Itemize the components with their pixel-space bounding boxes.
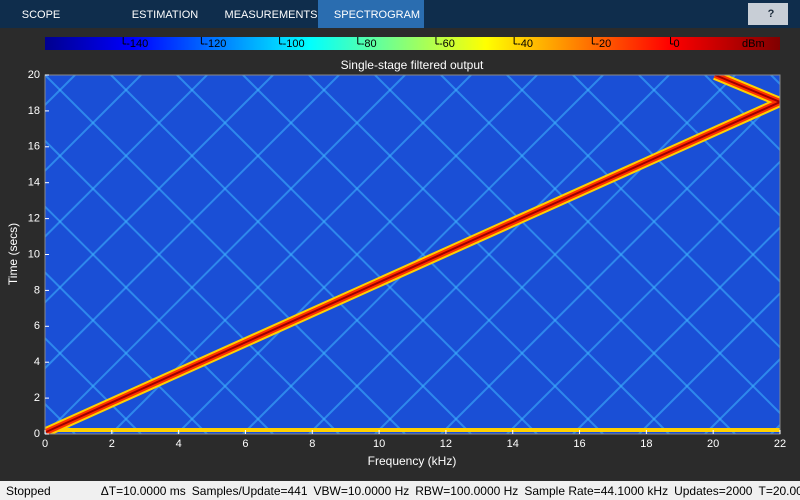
x-tick-label: 12 <box>440 438 452 450</box>
x-tick-label: 6 <box>242 438 248 450</box>
y-tick-label: 14 <box>28 177 40 189</box>
scope-window: SCOPE ESTIMATION MEASUREMENTS SPECTROGRAM ?… <box>0 0 800 468</box>
status-item: VBW=10.0000 Hz <box>313 483 410 498</box>
x-tick-label: 22 <box>774 438 786 450</box>
spectral-ridge <box>440 75 780 415</box>
help-button[interactable] <box>748 3 788 25</box>
status-item: Samples/Update=441 <box>191 483 308 498</box>
spectral-ridge <box>374 75 736 434</box>
colorbar-tick-label: -80 <box>361 38 377 50</box>
x-axis-label: Frequency (kHz) <box>368 454 457 468</box>
spectral-ridge <box>45 139 340 434</box>
spectral-ridge <box>45 75 142 173</box>
y-tick-label: 2 <box>34 392 40 404</box>
spectral-ridge <box>110 75 472 434</box>
status-item: T=20.0000 <box>758 483 800 498</box>
x-tick-label: 20 <box>707 438 719 450</box>
colorbar-unit: dBm <box>742 38 765 50</box>
colorbar-tick-label: -140 <box>126 38 148 50</box>
spectral-ridge <box>704 75 780 152</box>
y-axis-label: Time (secs) <box>6 223 20 285</box>
spectral-ridge <box>45 336 142 434</box>
status-item: Updates=2000 <box>674 483 753 498</box>
chirp <box>45 75 780 433</box>
y-tick-label: 0 <box>34 428 40 440</box>
spectral-ridge <box>308 75 670 434</box>
x-tick-label: 4 <box>176 438 182 450</box>
spectral-ridge <box>572 75 780 283</box>
spectral-ridge <box>176 75 538 434</box>
spectral-ridge <box>506 75 780 349</box>
tab-label: SCOPE <box>22 9 61 21</box>
status-item: RBW=100.0000 Hz <box>415 483 519 498</box>
x-tick-label: 0 <box>42 438 48 450</box>
tab-label: ESTIMATION <box>132 9 198 21</box>
tab-label: SPECTROGRAM <box>334 9 420 21</box>
colorbar-tick-label: -60 <box>439 38 455 50</box>
colorbar-tick-label: -40 <box>517 38 533 50</box>
chart-title: Single-stage filtered output <box>341 58 484 72</box>
tab[interactable] <box>318 0 424 28</box>
y-tick-label: 12 <box>28 213 40 225</box>
colorbar <box>45 37 780 50</box>
spectral-ridge <box>45 75 208 238</box>
spectral-ridge <box>45 271 208 434</box>
status-item: Sample Rate=44.1000 kHz <box>524 483 669 498</box>
spectral-ridge <box>242 75 604 434</box>
y-tick-label: 18 <box>28 105 40 117</box>
status-state: Stopped <box>6 483 51 498</box>
x-tick-label: 2 <box>109 438 115 450</box>
help-icon: ? <box>768 8 775 20</box>
spectral-ridge <box>704 357 780 434</box>
status-item: ΔT=10.0000 ms <box>100 483 186 498</box>
y-tick-label: 8 <box>34 284 40 296</box>
y-tick-label: 6 <box>34 320 40 332</box>
colorbar-tick-label: -100 <box>283 38 305 50</box>
y-tick-label: 4 <box>34 356 40 368</box>
colorbar-tick-label: -120 <box>204 38 226 50</box>
spectral-ridge <box>45 75 406 434</box>
colorbar-tick-label: -20 <box>595 38 611 50</box>
tab-label: MEASUREMENTS <box>225 9 318 21</box>
x-tick-label: 16 <box>573 438 585 450</box>
y-tick-label: 10 <box>28 248 40 260</box>
y-tick-label: 20 <box>28 69 40 81</box>
x-tick-label: 8 <box>309 438 315 450</box>
x-tick-label: 10 <box>373 438 385 450</box>
spectral-ridge <box>45 205 274 434</box>
y-tick-label: 16 <box>28 141 40 153</box>
status-bar: Stopped ΔT=10.0000 ms Samples/Update=441 V… <box>0 481 800 500</box>
x-tick-label: 18 <box>640 438 652 450</box>
x-tick-label: 14 <box>507 438 519 450</box>
spectral-ridge <box>638 291 780 434</box>
colorbar-tick-label: 0 <box>674 38 680 50</box>
